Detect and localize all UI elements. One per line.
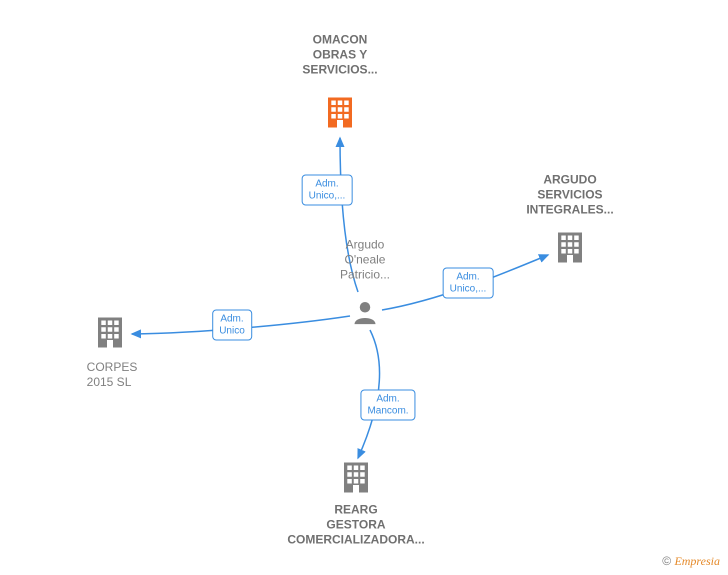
node-icon-bottom[interactable] — [338, 460, 374, 501]
building-icon — [552, 230, 588, 266]
node-icon-center[interactable] — [351, 299, 379, 332]
node-icon-left[interactable] — [92, 315, 128, 356]
edge-label-to-top: Adm. Unico,... — [302, 175, 353, 206]
node-label-text-bottom: REARG GESTORA COMERCIALIZADORA... — [287, 503, 424, 548]
person-icon — [351, 299, 379, 327]
node-label-left[interactable]: CORPES 2015 SL — [87, 360, 138, 390]
node-label-top[interactable]: OMACON OBRAS Y SERVICIOS... — [302, 33, 377, 78]
node-label-text-right: ARGUDO SERVICIOS INTEGRALES... — [526, 173, 613, 218]
node-label-bottom[interactable]: REARG GESTORA COMERCIALIZADORA... — [287, 503, 424, 548]
node-label-text-center: Argudo O'neale Patricio... — [340, 238, 390, 283]
edge-label-to-bottom: Adm. Mancom. — [360, 390, 415, 421]
node-label-text-top: OMACON OBRAS Y SERVICIOS... — [302, 33, 377, 78]
node-label-right[interactable]: ARGUDO SERVICIOS INTEGRALES... — [526, 173, 613, 218]
node-icon-right[interactable] — [552, 230, 588, 271]
brand-name: Empresia — [674, 554, 720, 568]
edge-label-to-left: Adm. Unico — [212, 310, 252, 341]
node-icon-top[interactable] — [322, 95, 358, 136]
building-icon — [338, 460, 374, 496]
node-label-text-left: CORPES 2015 SL — [87, 360, 138, 390]
copyright-symbol: © — [662, 554, 671, 568]
diagram-canvas: Argudo O'neale Patricio... OMACON OBRAS … — [0, 0, 728, 575]
building-icon — [322, 95, 358, 131]
edge-label-to-right: Adm. Unico,... — [443, 268, 494, 299]
node-label-center[interactable]: Argudo O'neale Patricio... — [340, 238, 390, 283]
footer: © Empresia — [662, 554, 720, 569]
building-icon — [92, 315, 128, 351]
